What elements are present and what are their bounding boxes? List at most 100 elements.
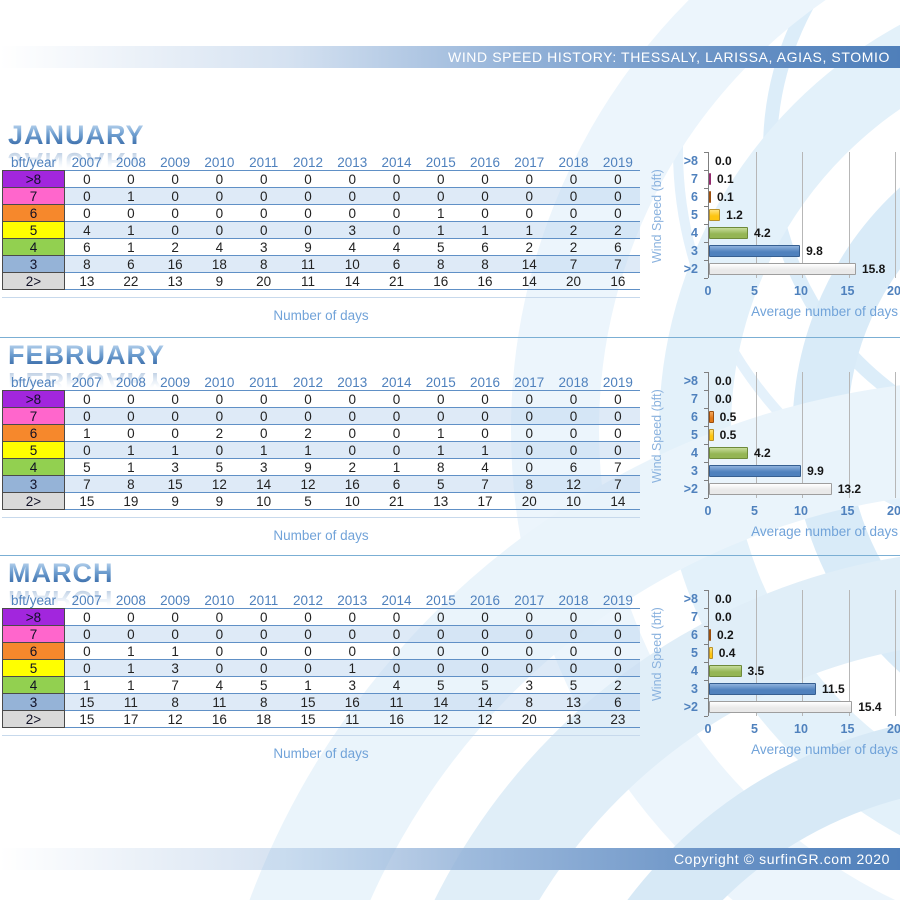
bft-label-cell: 7 (2, 187, 65, 205)
y-category-5: 5 (691, 208, 698, 222)
gridline-x5 (755, 372, 757, 498)
gridline-x5 (755, 152, 757, 278)
data-cell-2019: 6 (595, 238, 640, 256)
data-cell-2009: 1 (153, 441, 198, 459)
data-cell-2014: 0 (374, 390, 419, 408)
data-cell-2011: 0 (241, 390, 286, 408)
bar-row-3: 9.9 (709, 465, 895, 477)
bar-3 (709, 683, 816, 695)
data-cell-2008: 1 (108, 642, 154, 660)
bar-value-label: 0.1 (717, 172, 734, 186)
year-header-2007: 2007 (71, 374, 102, 390)
table-row-bft-3: 3 7 8 15 12 14 12 16 6 5 7 8 12 7 (2, 475, 640, 493)
bar-row-3: 9.8 (709, 245, 895, 257)
year-header-2016: 2016 (470, 592, 501, 608)
data-cell-2018: 6 (551, 458, 596, 476)
year-header-2007: 2007 (71, 154, 102, 170)
gridline-x15 (848, 372, 850, 498)
y-axis-tickmark (704, 224, 708, 225)
year-header-2009: 2009 (160, 592, 191, 608)
data-cell-2009: 1 (153, 642, 198, 660)
data-cell-2007: 1 (64, 424, 109, 442)
y-axis-tickmark (704, 480, 708, 481)
month-title-march: MARCH (8, 558, 114, 588)
chart-y-axis-title: Wind Speed (bft) (650, 169, 664, 263)
year-header-2013: 2013 (337, 592, 368, 608)
y-category-3: 3 (691, 682, 698, 696)
data-cell-2011: 8 (241, 693, 286, 711)
data-cell-2019: 0 (595, 625, 640, 643)
bft-label-cell: >8 (2, 608, 65, 626)
data-cell-2010: 5 (197, 458, 242, 476)
data-cell-2013: 2 (330, 458, 375, 476)
data-cell-2015: 8 (418, 458, 463, 476)
data-cell-2016: 1 (462, 441, 508, 459)
bar-row-5: 0.4 (709, 647, 895, 659)
bar-value-label: 0.0 (715, 374, 732, 388)
bar-value-label: 0.0 (715, 154, 732, 168)
data-cell-2009: 0 (153, 170, 198, 188)
year-header-2016: 2016 (470, 374, 501, 390)
gridline-x20 (895, 372, 896, 498)
x-tick-15: 15 (840, 504, 855, 518)
bar-row-6: 0.1 (709, 191, 895, 203)
data-cell-2010: 0 (197, 625, 242, 643)
data-cell-2015: 0 (418, 659, 463, 677)
bft-label-cell: 3 (2, 693, 65, 711)
data-cell-2010: 0 (197, 390, 242, 408)
y-axis-tickmark (704, 716, 708, 717)
data-cell-2016: 6 (462, 238, 508, 256)
bft-label-cell: >8 (2, 390, 65, 408)
x-tick-10: 10 (794, 504, 808, 518)
data-cell-2017: 0 (507, 187, 552, 205)
data-cell-2017: 14 (507, 272, 552, 290)
bar-row-gt8: 0.0 (709, 593, 895, 605)
data-cell-2008: 1 (108, 441, 154, 459)
data-cell-2018: 13 (551, 693, 596, 711)
table-row-bft-2: 2> 15 17 12 16 18 15 11 16 12 12 20 13 23 (2, 710, 640, 728)
data-cell-2012: 0 (285, 170, 331, 188)
bar-value-label: 4.2 (754, 226, 771, 240)
data-cell-2018: 2 (551, 221, 596, 239)
data-cell-2017: 20 (507, 710, 552, 728)
chart-x-axis-title: Average number of days (751, 524, 898, 539)
y-category-gt2: >2 (683, 700, 698, 714)
y-axis-tickmark (704, 372, 708, 373)
bar-value-label: 4.2 (754, 446, 771, 460)
data-cell-2009: 0 (153, 204, 198, 222)
data-cell-2015: 0 (418, 390, 463, 408)
bar-value-label: 0.0 (715, 392, 732, 406)
data-cell-2018: 20 (551, 272, 596, 290)
data-cell-2010: 0 (197, 221, 242, 239)
data-cell-2009: 0 (153, 625, 198, 643)
chart-x-axis-title: Average number of days (751, 742, 898, 757)
bar-6 (709, 411, 714, 423)
data-cell-2019: 0 (595, 170, 640, 188)
bft-label-cell: 7 (2, 625, 65, 643)
data-cell-2008: 17 (108, 710, 154, 728)
table-corner-label: bft/year (10, 154, 57, 170)
data-cell-2011: 0 (241, 608, 286, 626)
data-cell-2016: 0 (462, 659, 508, 677)
bar-gt2 (709, 701, 853, 713)
data-cell-2018: 13 (551, 710, 596, 728)
year-header-2009: 2009 (160, 374, 191, 390)
data-cell-2015: 5 (418, 475, 463, 493)
data-cell-2007: 0 (64, 170, 109, 188)
data-cell-2007: 0 (64, 642, 109, 660)
data-cell-2015: 16 (418, 272, 463, 290)
data-cell-2012: 5 (285, 492, 331, 510)
data-cell-2019: 14 (595, 492, 640, 510)
bar-row-gt2: 15.4 (709, 701, 895, 713)
year-header-2014: 2014 (381, 374, 412, 390)
bar-gt2 (709, 263, 856, 275)
data-cell-2007: 0 (64, 390, 109, 408)
data-cell-2010: 0 (197, 407, 242, 425)
data-cell-2009: 8 (153, 693, 198, 711)
bar-value-label: 0.5 (719, 428, 737, 442)
data-cell-2007: 0 (64, 204, 109, 222)
table-caption-february: Number of days (273, 528, 369, 543)
data-cell-2009: 3 (153, 659, 198, 677)
